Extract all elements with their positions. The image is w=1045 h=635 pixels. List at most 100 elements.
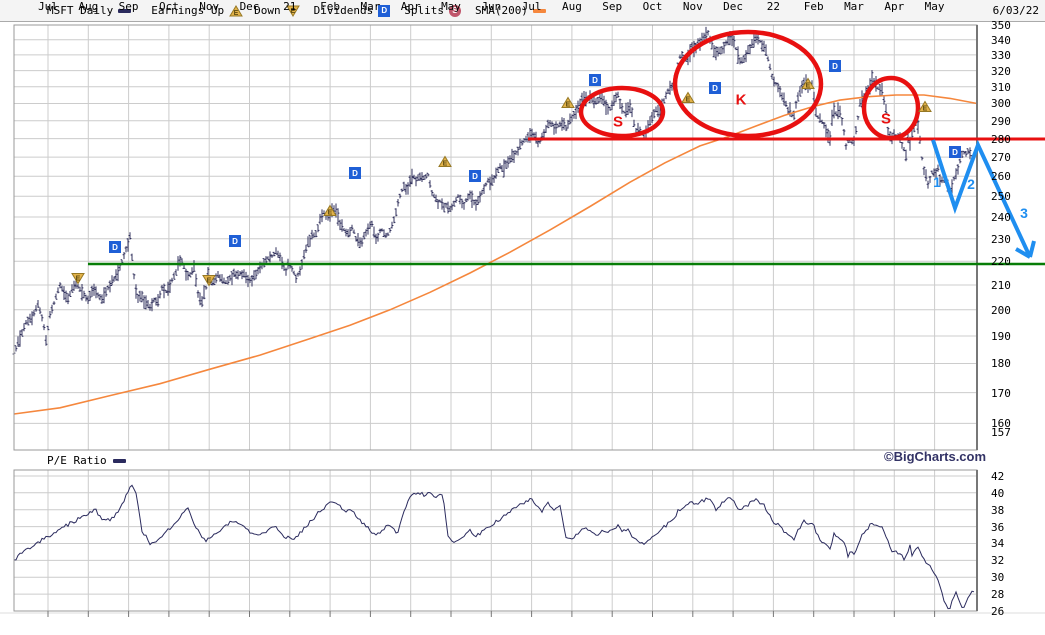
dividend-marker: D bbox=[349, 167, 361, 179]
annotation-circle-3 bbox=[861, 75, 921, 141]
legend-dividends: Dividends D bbox=[314, 4, 391, 17]
svg-text:E: E bbox=[328, 210, 333, 217]
price-tick-label: 220 bbox=[991, 255, 1011, 269]
price-tick-label: 190 bbox=[991, 329, 1011, 343]
month-label: Oct bbox=[642, 0, 663, 13]
month-label: Nov bbox=[682, 0, 703, 13]
earnings-up-marker: E bbox=[918, 100, 932, 116]
gridlines bbox=[14, 24, 977, 612]
earnings-down-marker: E bbox=[71, 273, 85, 288]
svg-text:E: E bbox=[686, 97, 691, 104]
arrowhead-line-1 bbox=[1028, 240, 1036, 258]
price-tick-label: 180 bbox=[991, 357, 1011, 371]
legend-sma: SMA(200) bbox=[475, 4, 546, 17]
month-label: Jul bbox=[521, 0, 542, 13]
pe-ratio-label: P/E Ratio bbox=[47, 454, 107, 467]
price-tick-label: 240 bbox=[991, 211, 1011, 225]
month-label: Sep bbox=[118, 0, 139, 13]
main-plot-border bbox=[13, 24, 978, 451]
price-tick-label: 290 bbox=[991, 114, 1011, 128]
dividend-marker: D bbox=[469, 170, 481, 182]
price-tick-label: 230 bbox=[991, 232, 1011, 246]
price-tick-label: 330 bbox=[991, 48, 1011, 62]
month-label: Jul bbox=[38, 0, 58, 13]
symbol-label: MSFT Daily bbox=[47, 4, 114, 17]
legend-symbol: MSFT Daily bbox=[47, 4, 132, 17]
month-label: Aug bbox=[561, 0, 582, 13]
month-label: Mar bbox=[360, 0, 381, 13]
price-tick-label: 170 bbox=[991, 386, 1011, 400]
pe-ratio-legend: P/E Ratio bbox=[47, 454, 126, 467]
earnings-up-marker: E bbox=[561, 96, 575, 112]
as-of-date: 6/03/22 bbox=[992, 4, 1039, 17]
month-label: May bbox=[924, 0, 945, 13]
wave-number-3: 3 bbox=[1020, 205, 1028, 221]
sma-swatch bbox=[532, 8, 546, 13]
pattern-letter-k: K bbox=[735, 91, 747, 109]
month-label: Mar bbox=[844, 0, 864, 13]
wave-number-2: 2 bbox=[967, 176, 975, 192]
pe-series-swatch bbox=[112, 458, 126, 463]
pe-tick-label: 40 bbox=[991, 486, 1005, 500]
price-min-label: 157 bbox=[991, 426, 1011, 439]
svg-text:E: E bbox=[76, 276, 81, 283]
sma-label: SMA(200) bbox=[474, 4, 528, 17]
price-tick-label: 280 bbox=[991, 132, 1011, 146]
annotation-circle-2 bbox=[672, 29, 824, 139]
month-label: 22 bbox=[766, 0, 781, 13]
earnings-up-marker: E bbox=[438, 155, 452, 171]
earnings-up-label: Earnings Up bbox=[151, 4, 225, 17]
earnings-up-icon: E bbox=[229, 4, 243, 17]
price-tick-label: 210 bbox=[991, 279, 1011, 292]
price-tick-label: 160 bbox=[991, 417, 1011, 431]
month-label: Sep bbox=[602, 0, 623, 13]
svg-text:E: E bbox=[207, 278, 212, 285]
dividend-marker: D bbox=[709, 82, 721, 94]
month-label: Apr bbox=[884, 0, 905, 13]
month-label: Oct bbox=[158, 0, 179, 13]
split-icon: S bbox=[448, 4, 461, 17]
price-tick-label: 350 bbox=[991, 19, 1011, 32]
pe-tick-label: 36 bbox=[991, 520, 1005, 534]
price-bars bbox=[12, 26, 976, 356]
earnings-down-label: Down bbox=[254, 4, 281, 17]
price-tick-label: 310 bbox=[991, 80, 1011, 94]
pe-line bbox=[14, 484, 975, 610]
dividend-marker: D bbox=[229, 235, 241, 247]
splits-label: Splits bbox=[404, 4, 444, 17]
pe-tick-label: 28 bbox=[991, 588, 1005, 602]
legend-splits: Splits S bbox=[404, 4, 461, 17]
svg-text:E: E bbox=[923, 106, 928, 113]
month-label: Aug bbox=[78, 0, 99, 13]
month-label: Dec bbox=[239, 0, 260, 13]
legend-bar: MSFT Daily Earnings Up E Down E Dividend… bbox=[0, 0, 1045, 22]
month-ticks bbox=[47, 611, 936, 617]
pattern-letter-s: S bbox=[880, 110, 892, 128]
earnings-up-marker: E bbox=[681, 91, 695, 107]
dividend-marker: D bbox=[829, 60, 841, 72]
month-label: Feb bbox=[320, 0, 341, 13]
price-tick-label: 320 bbox=[991, 64, 1011, 78]
pe-tick-label: 26 bbox=[991, 605, 1005, 618]
price-tick-label: 200 bbox=[991, 303, 1011, 317]
svg-text:E: E bbox=[566, 102, 571, 109]
price-tick-label: 270 bbox=[991, 151, 1011, 165]
annotation-circle-1 bbox=[578, 85, 666, 139]
arrowhead-line-2 bbox=[1015, 247, 1031, 259]
dividend-marker: D bbox=[109, 241, 121, 253]
price-series-swatch bbox=[118, 8, 132, 13]
month-label: May bbox=[441, 0, 461, 13]
pe-tick-label: 32 bbox=[991, 554, 1005, 568]
month-label: Nov bbox=[199, 0, 220, 13]
legend-earnings: Earnings Up E Down E bbox=[151, 4, 300, 17]
dividend-icon: D bbox=[378, 4, 391, 17]
bigcharts-logo: ©BigCharts.com bbox=[884, 449, 987, 464]
month-label: Feb bbox=[803, 0, 824, 13]
earnings-up-marker: E bbox=[801, 77, 815, 93]
month-label: Dec bbox=[723, 0, 744, 13]
dividends-label: Dividends bbox=[313, 4, 374, 17]
svg-text:E: E bbox=[290, 8, 295, 15]
month-label: 21 bbox=[283, 0, 297, 13]
